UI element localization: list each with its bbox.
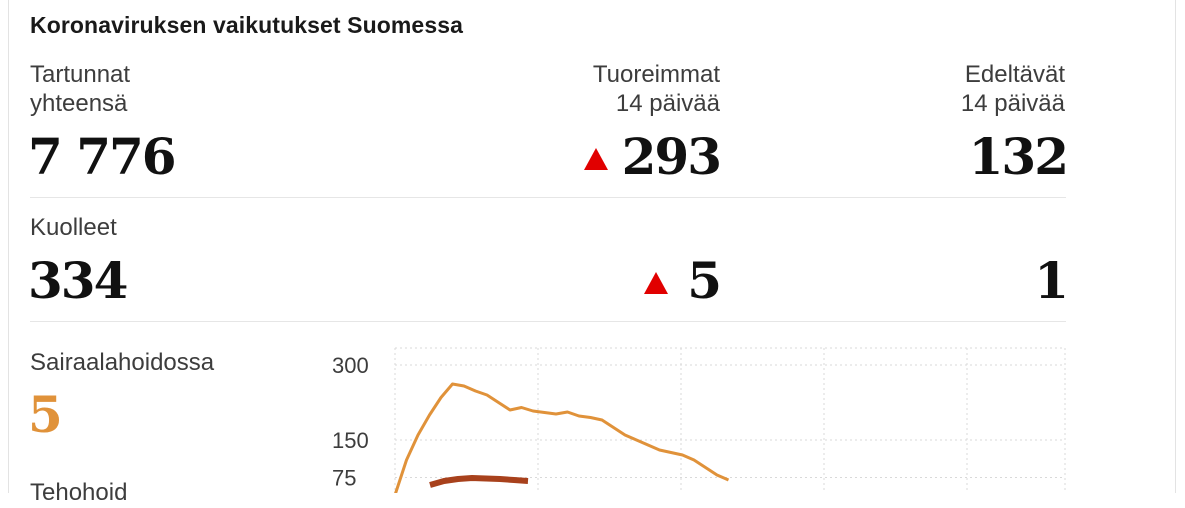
up-arrow-icon (644, 272, 668, 294)
chart-y-ticks: 300 150 75 (332, 353, 369, 491)
infections-recent-value: 293 (621, 127, 722, 186)
series-line (429, 475, 529, 488)
recent-label-line2: 14 päivää (615, 90, 720, 117)
hospital-chart: 300 150 75 (332, 347, 1066, 493)
divider (30, 197, 1066, 198)
deaths-total: 334 (28, 251, 128, 310)
infections-total: 7 776 (28, 127, 177, 186)
up-arrow-icon (584, 148, 608, 170)
recent-label-line1: Tuoreimmat (592, 61, 720, 88)
deaths-recent-value: 5 (687, 251, 722, 310)
infections-label-line2: yhteensä (30, 90, 128, 117)
chart-series (394, 382, 730, 493)
chart-grid (394, 347, 1066, 493)
divider (30, 321, 1066, 322)
previous-label-line2: 14 päivää (960, 90, 1065, 117)
infections-label-line1: Tartunnat (30, 61, 131, 88)
deaths-label: Kuolleet (30, 214, 117, 241)
widget-title: Koronaviruksen vaikutukset Suomessa (30, 12, 463, 38)
y-tick-label: 150 (332, 428, 369, 453)
hospital-label: Sairaalahoidossa (30, 349, 215, 376)
hospital-value: 5 (28, 385, 63, 444)
y-tick-label: 75 (332, 466, 356, 491)
infections-previous-value: 132 (968, 127, 1069, 186)
icu-label: Tehohoid (30, 479, 128, 506)
widget-frame (8, 0, 1176, 493)
y-tick-label: 300 (332, 353, 369, 378)
deaths-previous-value: 1 (1034, 251, 1069, 310)
series-line (394, 382, 730, 493)
previous-label-line1: Edeltävät (964, 61, 1065, 88)
